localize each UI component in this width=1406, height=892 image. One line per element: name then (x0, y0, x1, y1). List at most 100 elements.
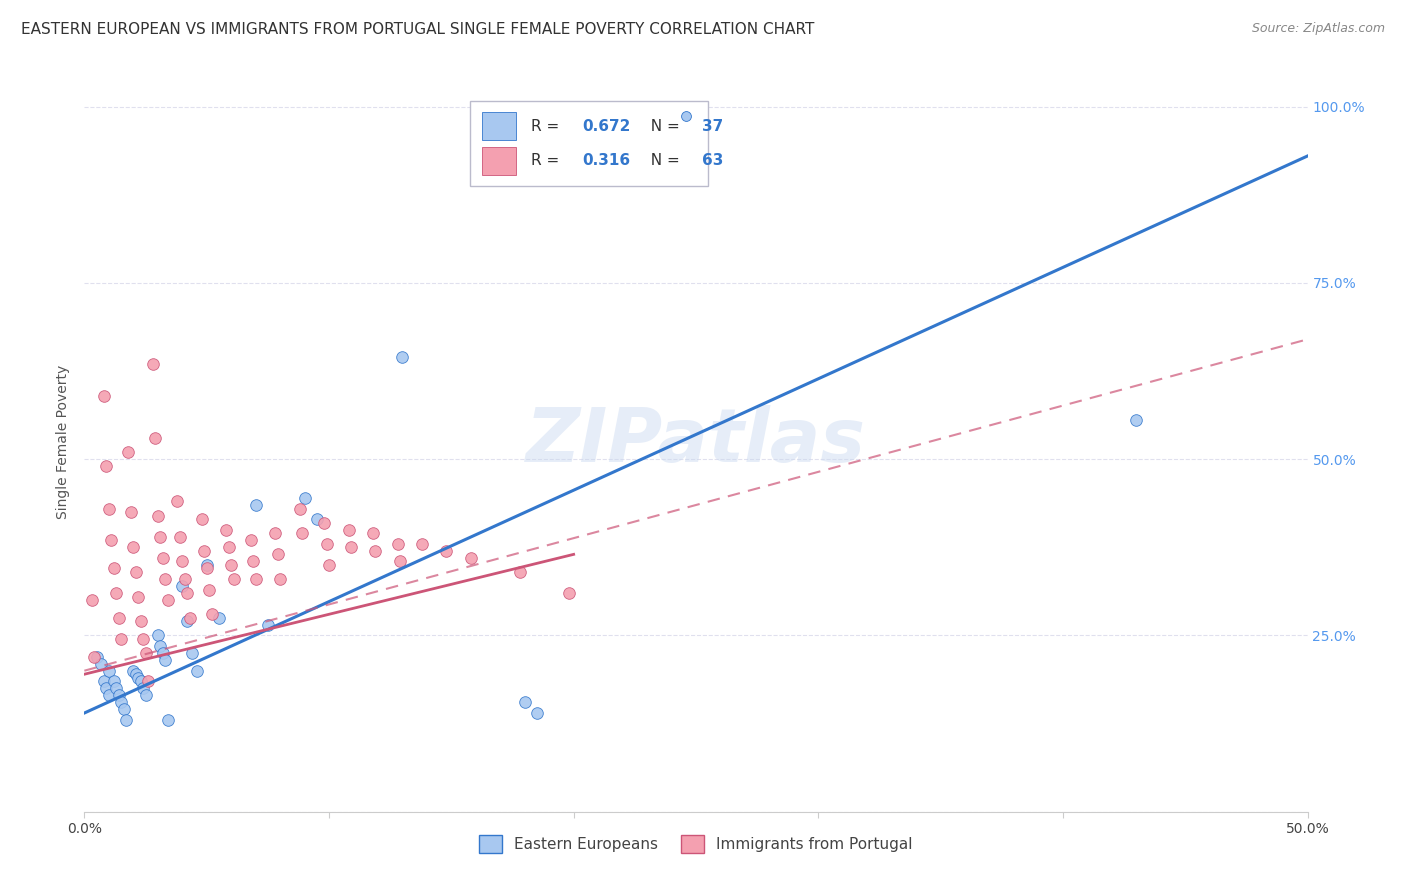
Point (129, 674, 152, 689)
Text: Source: ZipAtlas.com: Source: ZipAtlas.com (1251, 22, 1385, 36)
Point (120, 505, 142, 519)
Point (132, 632, 155, 646)
Point (509, 565, 531, 579)
Point (391, 350, 413, 364)
Point (152, 646, 174, 660)
Point (269, 572, 291, 586)
Point (136, 674, 159, 689)
Point (93, 674, 115, 689)
FancyBboxPatch shape (482, 112, 516, 140)
Point (146, 628, 169, 642)
Point (200, 607, 222, 622)
Point (129, 615, 152, 629)
Point (80, 593, 103, 607)
Point (387, 537, 409, 551)
Point (222, 572, 245, 586)
Point (1277, 142, 1299, 156)
Point (132, 681, 155, 696)
Point (364, 544, 387, 558)
Point (176, 586, 198, 600)
Point (291, 526, 314, 541)
Point (186, 664, 208, 678)
Point (156, 593, 179, 607)
Point (191, 512, 214, 526)
Point (266, 547, 288, 561)
Point (198, 582, 221, 597)
Point (513, 695, 536, 709)
Point (135, 689, 157, 703)
Point (173, 572, 195, 586)
Point (361, 526, 384, 541)
Point (195, 558, 218, 572)
Point (340, 541, 363, 555)
Point (107, 611, 129, 625)
Point (245, 572, 267, 586)
Text: 0.672: 0.672 (582, 119, 630, 134)
Point (388, 554, 411, 568)
Point (411, 537, 433, 551)
Point (239, 533, 262, 548)
Point (219, 558, 242, 572)
Point (172, 554, 194, 568)
Point (96, 681, 118, 696)
Point (83, 649, 105, 664)
Point (103, 674, 125, 689)
Point (122, 541, 145, 555)
Point (526, 706, 548, 720)
Point (103, 561, 125, 575)
Point (97, 664, 120, 678)
Point (105, 586, 128, 600)
Point (97, 689, 120, 703)
Text: N =: N = (641, 153, 685, 169)
Point (153, 572, 176, 586)
Point (218, 541, 240, 555)
Point (193, 544, 215, 558)
Text: EASTERN EUROPEAN VS IMMIGRANTS FROM PORTUGAL SINGLE FEMALE POVERTY CORRELATION C: EASTERN EUROPEAN VS IMMIGRANTS FROM PORT… (21, 22, 814, 37)
Legend: Eastern Europeans, Immigrants from Portugal: Eastern Europeans, Immigrants from Portu… (472, 829, 920, 860)
Y-axis label: Single Female Poverty: Single Female Poverty (56, 365, 70, 518)
Point (242, 554, 264, 568)
Point (86, 649, 108, 664)
Point (294, 491, 316, 505)
Point (110, 695, 132, 709)
Text: R =: R = (531, 119, 564, 134)
Text: ZIPatlas: ZIPatlas (526, 405, 866, 478)
Point (264, 526, 287, 541)
Point (93, 389, 115, 403)
Point (314, 516, 336, 530)
Point (436, 544, 458, 558)
Point (149, 530, 172, 544)
Point (166, 494, 188, 508)
Point (107, 689, 129, 703)
Point (169, 530, 191, 544)
Point (127, 671, 149, 685)
Point (176, 615, 198, 629)
Point (100, 533, 122, 548)
Point (337, 523, 360, 537)
Point (215, 523, 238, 537)
Point (122, 664, 145, 678)
Point (1125, 413, 1147, 427)
Point (288, 501, 311, 516)
Point (110, 632, 132, 646)
FancyBboxPatch shape (470, 101, 709, 186)
Point (97, 501, 120, 516)
Point (460, 550, 482, 565)
Point (96, 459, 118, 474)
Text: N =: N = (641, 119, 685, 134)
Point (257, 618, 280, 632)
Point (143, 431, 166, 445)
Point (146, 508, 169, 523)
Point (318, 558, 340, 572)
Point (181, 646, 204, 660)
Point (125, 565, 148, 579)
Point (208, 611, 231, 625)
Point (117, 445, 139, 459)
Point (315, 537, 337, 551)
Point (153, 653, 176, 667)
Point (127, 590, 149, 604)
Point (90, 657, 112, 671)
Point (305, 512, 328, 526)
Point (152, 550, 174, 565)
Point (195, 561, 218, 575)
